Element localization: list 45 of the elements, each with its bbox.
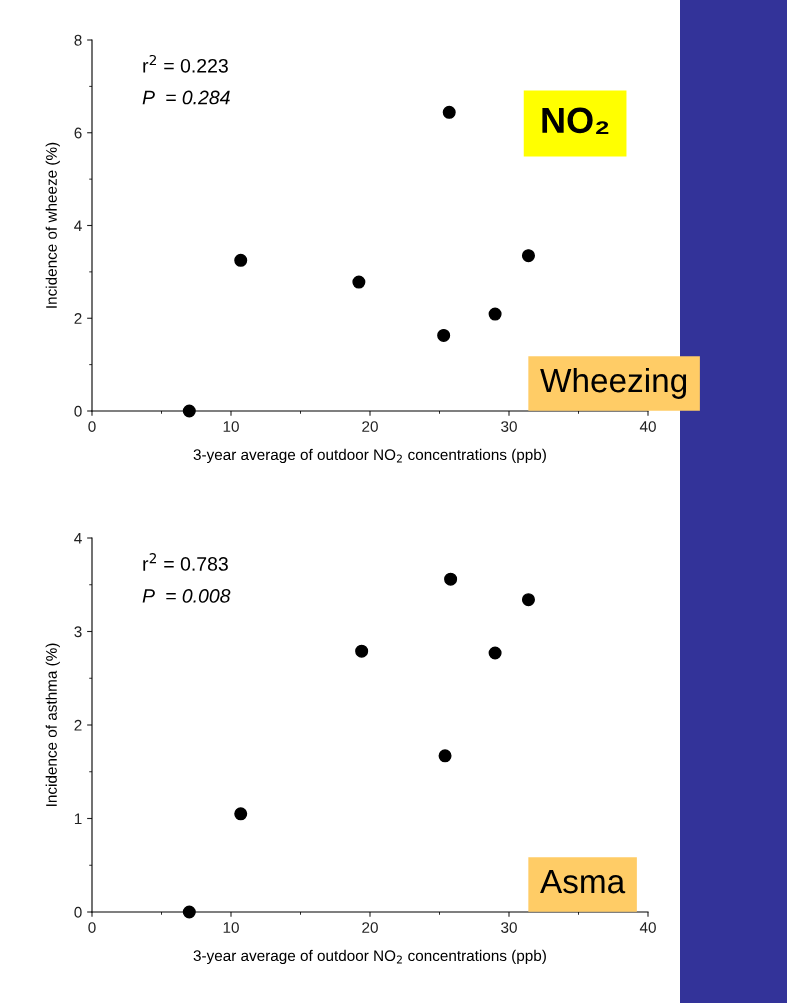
point bbox=[521, 249, 535, 263]
x-tick-label: 40 bbox=[639, 421, 656, 432]
x-tick-label: 0 bbox=[88, 421, 96, 432]
point bbox=[444, 572, 458, 586]
y-tick-label: 3 bbox=[74, 626, 82, 638]
x-tick-label: 10 bbox=[223, 421, 239, 432]
y-tick-label: 1 bbox=[74, 813, 82, 825]
x-tick-label: 20 bbox=[362, 421, 378, 432]
x-tick-label: 40 bbox=[639, 922, 656, 933]
annotation: P = 0.284 bbox=[142, 90, 230, 105]
y-tick-label: 2 bbox=[74, 313, 82, 324]
y-tick-label: 6 bbox=[74, 127, 82, 139]
x-tick-label: 20 bbox=[362, 922, 378, 933]
y-tick-label: 4 bbox=[74, 533, 82, 544]
x-axis-title: 3-year average of outdoor NO$_{2}$ concentrations (ppb) bbox=[193, 448, 546, 464]
x-tick-label: 10 bbox=[223, 922, 239, 933]
point bbox=[488, 646, 502, 660]
y-axis-title: Incidence of asthma (%) bbox=[45, 643, 60, 806]
point bbox=[234, 807, 248, 821]
y-tick-label: 0 bbox=[74, 405, 82, 417]
point bbox=[355, 644, 369, 658]
y-tick-label: 4 bbox=[74, 220, 82, 232]
y-tick-label: 8 bbox=[74, 34, 82, 46]
annotation: Wheezing bbox=[540, 367, 687, 399]
x-axis-title: 3-year average of outdoor NO$_{2}$ concentrations (ppb) bbox=[193, 949, 546, 965]
y-axis-title: Incidence of wheeze (%) bbox=[45, 142, 60, 308]
point bbox=[521, 593, 535, 607]
x-tick-label: 30 bbox=[501, 421, 517, 432]
annotation: NO₂ bbox=[542, 107, 609, 134]
annotation: r$^{2}$ = 0.223 bbox=[143, 54, 228, 73]
point bbox=[438, 749, 452, 763]
x-tick-label: 0 bbox=[88, 922, 96, 933]
annotation: P = 0.008 bbox=[142, 589, 231, 603]
x-tick-label: 30 bbox=[501, 922, 517, 933]
point bbox=[182, 905, 196, 919]
y-tick-label: 2 bbox=[74, 719, 82, 731]
point bbox=[234, 253, 248, 267]
point bbox=[182, 404, 196, 418]
y-tick-label: 0 bbox=[74, 906, 82, 918]
point bbox=[437, 328, 451, 342]
point bbox=[488, 307, 502, 321]
annotation: Asma bbox=[540, 870, 626, 894]
point bbox=[442, 105, 456, 119]
annotation: r$^{2}$ = 0.783 bbox=[143, 553, 228, 571]
point bbox=[352, 275, 366, 289]
